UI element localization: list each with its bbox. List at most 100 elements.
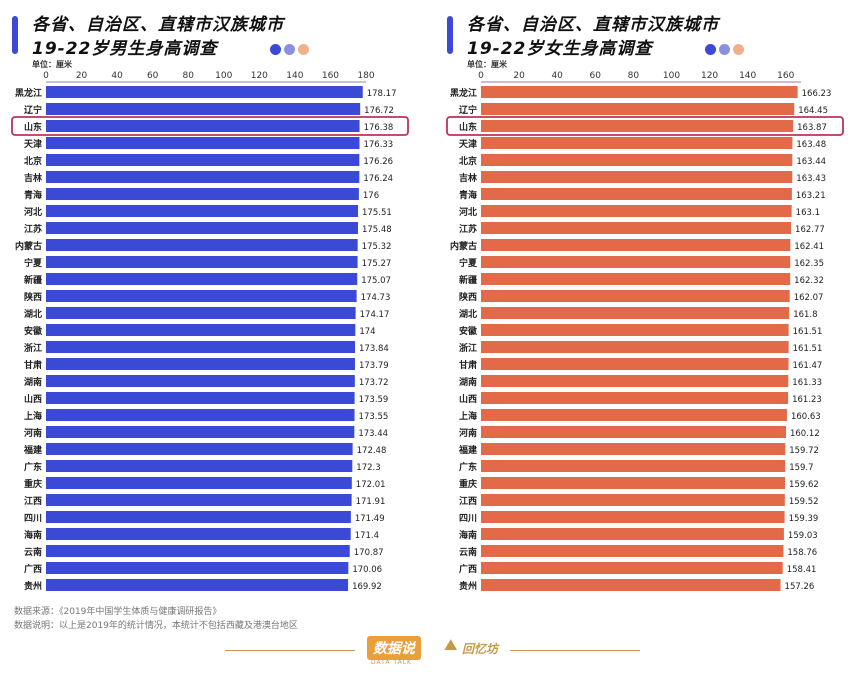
category-label: 黑龙江 — [450, 87, 477, 99]
bar-value-label: 175.32 — [362, 242, 392, 252]
bar-value-label: 173.72 — [359, 378, 389, 388]
bar — [481, 256, 791, 268]
chart-title-line2: 19-22岁女生身高调查 — [467, 39, 653, 59]
bar — [481, 239, 791, 251]
bar — [481, 460, 786, 472]
bar — [481, 290, 790, 302]
bar-value-label: 161.47 — [793, 361, 823, 371]
bar — [46, 205, 359, 217]
bar — [481, 545, 784, 557]
category-label: 天津 — [24, 138, 42, 150]
bar-value-label: 171.91 — [356, 497, 386, 507]
bar-value-label: 162.07 — [794, 293, 824, 303]
category-label: 甘肃 — [459, 359, 477, 371]
bar — [46, 579, 349, 591]
category-label: 内蒙古 — [450, 240, 477, 252]
category-label: 山西 — [459, 393, 477, 405]
bar — [46, 494, 352, 506]
bar — [46, 120, 360, 132]
bar-value-label: 176.38 — [364, 123, 394, 133]
bar — [46, 409, 355, 421]
decor-dots — [705, 40, 747, 59]
category-label: 陕西 — [459, 291, 477, 303]
decor-dots — [270, 40, 312, 59]
bar — [46, 392, 355, 404]
brand-logo-subtitle: DATA TALK — [371, 659, 412, 666]
bar-value-label: 159.52 — [789, 497, 819, 507]
category-label: 贵州 — [459, 580, 477, 592]
bar — [46, 188, 359, 200]
bar — [46, 154, 360, 166]
x-tick-label: 140 — [286, 71, 303, 81]
bar-value-label: 157.26 — [785, 582, 815, 592]
category-label: 河北 — [459, 206, 477, 218]
bar-value-label: 161.23 — [792, 395, 822, 405]
male-height-panel: 各省、自治区、直辖市汉族城市 19-22岁男生身高调查 单位：厘米 0 20 40 6… — [10, 0, 410, 600]
bar-value-label: 173.55 — [359, 412, 389, 422]
x-tick-label: 120 — [251, 71, 268, 81]
x-tick-label: 140 — [739, 71, 756, 81]
bar-value-label: 163.44 — [796, 157, 826, 167]
bar — [481, 273, 791, 285]
x-tick-label: 80 — [182, 71, 194, 81]
x-tick-label: 100 — [215, 71, 232, 81]
bar-value-label: 174.17 — [360, 310, 390, 320]
bar — [481, 86, 798, 98]
bar-value-label: 161.51 — [793, 344, 823, 354]
category-label: 山西 — [24, 393, 42, 405]
bar — [46, 239, 358, 251]
category-label: 黑龙江 — [15, 87, 42, 99]
category-label: 湖北 — [24, 308, 42, 320]
bar — [46, 511, 351, 523]
dot-lavender — [284, 44, 295, 55]
category-label: 湖南 — [24, 376, 42, 388]
category-label: 宁夏 — [459, 257, 478, 269]
bar-value-label: 163.21 — [796, 191, 826, 201]
bar — [481, 426, 786, 438]
category-label: 云南 — [459, 546, 477, 558]
bar — [481, 409, 787, 421]
x-tick-label: 20 — [513, 71, 525, 81]
bar-value-label: 172.01 — [356, 480, 386, 490]
category-label: 贵州 — [24, 580, 42, 592]
category-label: 福建 — [458, 444, 478, 456]
brand-footer: 数据说 DATA TALK 回忆坊 ⛰ — [0, 632, 866, 672]
bar-value-label: 158.76 — [787, 548, 817, 558]
bar-value-label: 162.35 — [794, 259, 824, 269]
bar — [46, 528, 351, 540]
category-label: 上海 — [24, 410, 42, 422]
bar-value-label: 164.45 — [798, 106, 828, 116]
category-label: 安徽 — [24, 325, 43, 337]
category-label: 新疆 — [24, 274, 42, 286]
x-tick-label: 160 — [777, 71, 794, 81]
male-height-bar-chart: 0 20 40 60 80 100 120 140 160 180 黑龙江 178.17 辽宁 176.7… — [11, 71, 409, 592]
bar — [46, 222, 358, 234]
category-label: 湖南 — [459, 376, 477, 388]
x-tick-label: 20 — [76, 71, 88, 81]
category-label: 山东 — [24, 121, 42, 133]
bar — [481, 154, 793, 166]
bar — [46, 103, 361, 115]
unit-label: 单位：厘米 — [467, 60, 507, 69]
category-label: 新疆 — [459, 274, 477, 286]
bar-value-label: 174.73 — [361, 293, 391, 303]
bar — [481, 494, 785, 506]
x-tick-label: 0 — [478, 71, 484, 81]
bar — [481, 137, 793, 149]
mountain-icon: ⛰ — [444, 635, 458, 654]
category-label: 吉林 — [24, 172, 43, 184]
category-label: 北京 — [459, 155, 477, 167]
x-tick-label: 0 — [43, 71, 49, 81]
bar — [481, 443, 786, 455]
category-label: 吉林 — [459, 172, 478, 184]
bar-value-label: 178.17 — [367, 89, 397, 99]
category-label: 云南 — [24, 546, 42, 558]
bar-value-label: 158.41 — [787, 565, 817, 575]
bar-value-label: 160.12 — [790, 429, 820, 439]
chart-title-line1: 各省、自治区、直辖市汉族城市 — [467, 15, 719, 35]
bar — [46, 171, 360, 183]
bar — [46, 86, 363, 98]
bar — [481, 120, 794, 132]
category-label: 北京 — [24, 155, 42, 167]
bar — [46, 290, 357, 302]
